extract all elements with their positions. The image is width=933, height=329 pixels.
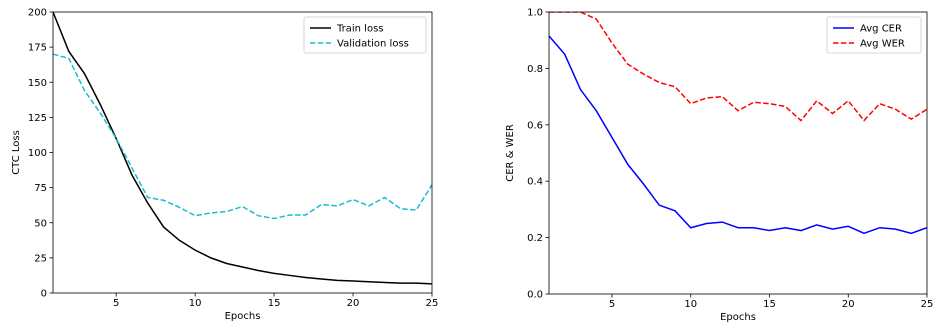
legend: Avg CER Avg WER	[826, 16, 922, 54]
x-tick-label: 5	[113, 298, 119, 309]
y-tick-label: 175	[28, 43, 47, 54]
x-tick-label: 20	[347, 298, 360, 309]
legend-label: Avg CER	[860, 24, 902, 35]
legend: Train loss Validation loss	[303, 16, 427, 54]
chart-panel-1: 5 10 15 20 25 0 25 50 75 100 125 150 175 200 Epochs CTC…	[11, 8, 438, 323]
legend-box	[303, 16, 427, 54]
y-tick-label: 200	[28, 8, 47, 19]
axes-frame	[52, 11, 433, 294]
y-tick-label: 100	[28, 148, 47, 159]
y-tick-label: 0	[41, 289, 47, 300]
x-tick-label: 10	[189, 298, 202, 309]
legend-label: Train loss	[336, 24, 384, 35]
y-tick-label: 150	[28, 78, 47, 89]
series-line-avg-cer	[549, 35, 927, 235]
x-tick-label: 15	[763, 299, 776, 310]
y-axis-label: CTC Loss	[11, 130, 22, 175]
series-line-avg-wer	[549, 12, 927, 122]
x-tick-label: 10	[684, 299, 697, 310]
x-tick-label: 25	[426, 298, 439, 309]
y-tick-label: 125	[28, 113, 47, 124]
series-line-train-loss	[53, 12, 432, 285]
axes-frame	[548, 11, 928, 295]
y-tick-label: 0.6	[527, 120, 543, 131]
x-axis-label: Epochs	[720, 312, 756, 323]
x-tick-label: 15	[268, 298, 281, 309]
legend-label: Avg WER	[860, 39, 905, 50]
y-tick-label: 0.2	[527, 233, 543, 244]
series-line-validation-loss	[53, 53, 432, 220]
x-tick-label: 25	[921, 299, 933, 310]
y-axis-label: CER & WER	[505, 124, 516, 182]
y-tick-label: 0.8	[527, 64, 543, 75]
x-tick-label: 20	[842, 299, 855, 310]
x-axis-label: Epochs	[225, 311, 261, 322]
y-tick-label: 50	[34, 218, 47, 229]
y-tick-label: 25	[34, 253, 47, 264]
chart-panel-2: 5 10 15 20 25 0.0 0.2 0.4 0.6 0.8 1.0 Epochs CER & W…	[505, 8, 933, 324]
legend-label: Validation loss	[337, 39, 409, 50]
y-tick-label: 75	[34, 183, 47, 194]
x-tick-label: 5	[609, 299, 615, 310]
y-tick-label: 0.4	[527, 177, 543, 188]
y-tick-label: 1.0	[527, 8, 543, 19]
legend-box	[826, 16, 922, 54]
y-tick-label: 0.0	[527, 290, 543, 301]
